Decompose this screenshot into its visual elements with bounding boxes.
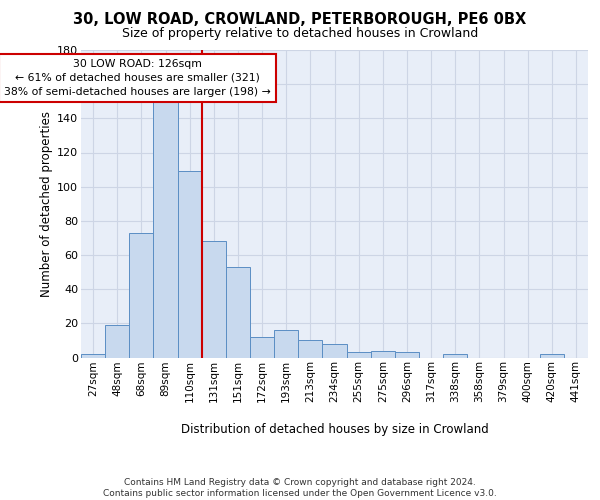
Text: Contains HM Land Registry data © Crown copyright and database right 2024.
Contai: Contains HM Land Registry data © Crown c… — [103, 478, 497, 498]
Bar — [322, 344, 347, 358]
Text: 30, LOW ROAD, CROWLAND, PETERBOROUGH, PE6 0BX: 30, LOW ROAD, CROWLAND, PETERBOROUGH, PE… — [73, 12, 527, 28]
Bar — [250, 337, 274, 357]
Text: Distribution of detached houses by size in Crowland: Distribution of detached houses by size … — [181, 422, 488, 436]
Text: Size of property relative to detached houses in Crowland: Size of property relative to detached ho… — [122, 28, 478, 40]
Y-axis label: Number of detached properties: Number of detached properties — [40, 111, 53, 296]
Bar — [540, 354, 564, 358]
Bar — [129, 233, 154, 358]
Bar — [81, 354, 105, 358]
Bar — [395, 352, 419, 358]
Bar — [178, 172, 202, 358]
Bar — [274, 330, 298, 357]
Text: 30 LOW ROAD: 126sqm
← 61% of detached houses are smaller (321)
38% of semi-detac: 30 LOW ROAD: 126sqm ← 61% of detached ho… — [4, 58, 271, 98]
Bar — [105, 325, 129, 358]
Bar — [226, 267, 250, 358]
Bar — [371, 350, 395, 358]
Bar — [202, 242, 226, 358]
Bar — [154, 102, 178, 358]
Bar — [443, 354, 467, 358]
Bar — [298, 340, 322, 357]
Bar — [347, 352, 371, 358]
